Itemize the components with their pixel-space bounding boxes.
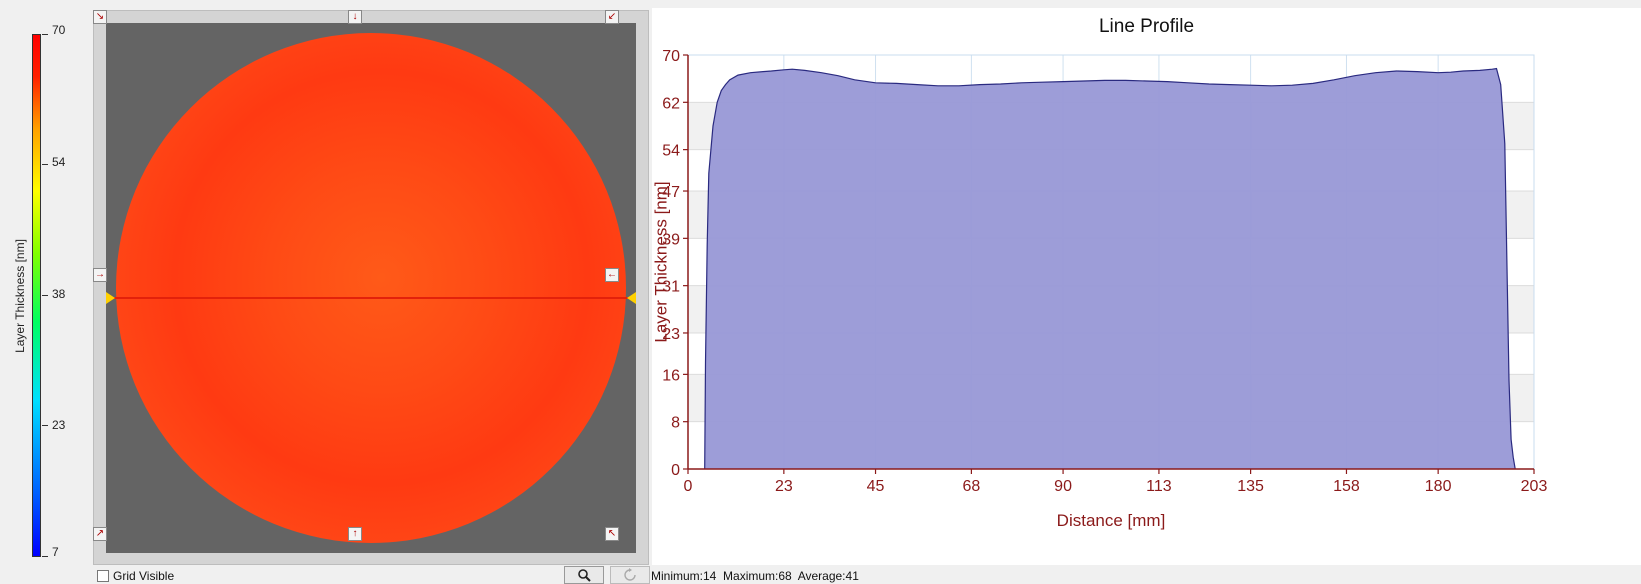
reset-icon — [624, 568, 636, 581]
wafer-thickness-map — [116, 33, 626, 543]
color-scale-tick — [42, 295, 48, 296]
grid-visible-label: Grid Visible — [113, 569, 175, 583]
y-tick-label: 39 — [662, 231, 680, 248]
profile-line-end-handle[interactable] — [627, 292, 636, 304]
color-scale-bar — [32, 34, 41, 557]
arrow-up-left-icon[interactable]: ↖ — [605, 527, 619, 541]
x-tick-label: 203 — [1521, 478, 1548, 495]
arrow-right-icon[interactable]: → — [93, 268, 107, 282]
grid-visible-checkbox[interactable] — [97, 570, 109, 582]
statistics-readout: Minimum:14 Maximum:68 Average:41 — [651, 569, 859, 583]
color-scale-tick — [42, 556, 48, 557]
line-profile-plot: 0 8 16 23 31 39 47 54 62 70 0 23 45 68 90 113 135 158 180 2… — [652, 48, 1548, 530]
x-tick-label: 113 — [1146, 478, 1172, 495]
wafer-map-canvas[interactable] — [106, 23, 636, 553]
color-scale-title: Layer Thickness [nm] — [13, 239, 27, 353]
arrow-left-icon[interactable]: ← — [605, 268, 619, 282]
x-tick-label: 0 — [684, 478, 693, 495]
arrow-up-right-icon[interactable]: ↗ — [93, 527, 107, 541]
color-scale-panel: Layer Thickness [nm] 70 54 38 23 7 — [0, 0, 92, 560]
y-tick-label: 62 — [662, 95, 680, 112]
chart-title: Line Profile — [1098, 16, 1195, 37]
profile-line[interactable] — [106, 297, 636, 299]
y-tick-label: 54 — [662, 143, 680, 160]
x-tick-label: 23 — [775, 478, 793, 495]
color-scale-tick — [42, 164, 48, 165]
profile-line-start-handle[interactable] — [106, 292, 115, 304]
arrow-up-icon[interactable]: ↑ — [348, 527, 362, 541]
wafer-map-frame: ↘ ↓ ↙ → ← ↗ ↑ ↖ — [93, 10, 649, 565]
x-tick-label: 158 — [1333, 478, 1360, 495]
x-tick-label: 68 — [962, 478, 980, 495]
x-tick-label: 45 — [867, 478, 885, 495]
x-axis-label: Distance [mm] — [1057, 511, 1166, 530]
x-tick-label: 180 — [1425, 478, 1452, 495]
color-scale-label: 23 — [52, 418, 66, 432]
magnifier-icon — [578, 569, 591, 582]
reset-button[interactable] — [610, 566, 650, 584]
y-tick-label: 47 — [662, 184, 680, 201]
color-scale-tick — [42, 425, 48, 426]
y-tick-label: 31 — [662, 279, 680, 296]
color-scale-label-max: 70 — [52, 23, 66, 37]
arrow-down-right-icon[interactable]: ↘ — [93, 10, 107, 24]
profile-line-series — [704, 67, 1516, 470]
y-tick-label: 16 — [662, 367, 680, 384]
y-tick-label: 70 — [662, 48, 680, 65]
x-tick-label: 135 — [1237, 478, 1264, 495]
color-scale-label-min: 7 — [52, 545, 59, 559]
y-tick-label: 0 — [671, 462, 680, 479]
color-scale-label: 54 — [52, 155, 66, 169]
zoom-button[interactable] — [564, 566, 604, 584]
profile-area — [704, 68, 1516, 469]
x-tick-label: 90 — [1054, 478, 1072, 495]
arrow-down-icon[interactable]: ↓ — [348, 10, 362, 24]
color-scale-tick — [42, 34, 48, 35]
y-axis-label: Layer Thickness [nm] — [652, 181, 671, 342]
line-profile-chart: Line Profile 0 8 16 23 31 39 47 54 62 70 0 23 45 68 90… — [652, 8, 1641, 565]
arrow-down-left-icon[interactable]: ↙ — [605, 10, 619, 24]
y-tick-label: 8 — [671, 415, 680, 432]
color-scale-label: 38 — [52, 287, 66, 301]
y-tick-label: 23 — [662, 326, 680, 343]
